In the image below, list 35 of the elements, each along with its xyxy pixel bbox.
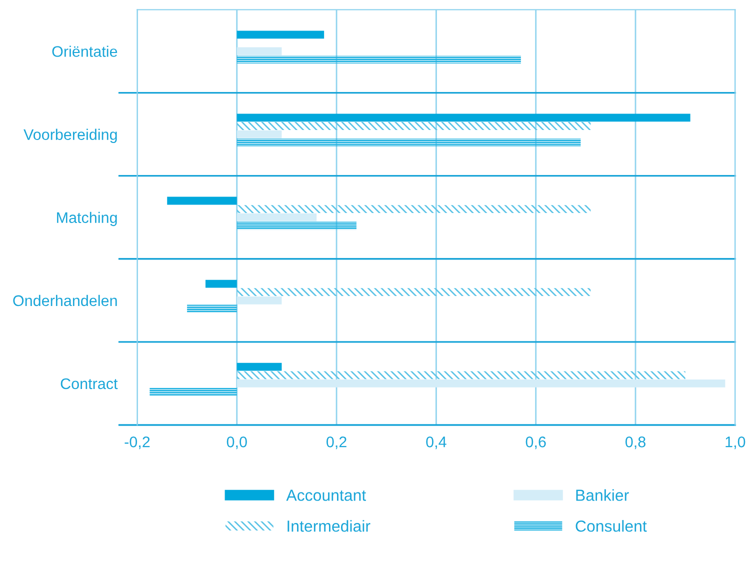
bar xyxy=(236,222,356,230)
bar xyxy=(205,280,237,288)
bar xyxy=(167,196,237,205)
x-tick-label: 1,0 xyxy=(726,436,746,450)
y-tick-label: Contract xyxy=(60,378,118,390)
legend-label: Intermediair xyxy=(288,520,370,532)
legend-label: Bankier xyxy=(576,489,629,501)
x-tick-label: 0,4 xyxy=(426,436,446,450)
bar xyxy=(236,213,317,222)
bar xyxy=(236,138,581,147)
bar xyxy=(187,304,237,313)
bar xyxy=(236,288,591,296)
x-tick-label: 0,8 xyxy=(625,436,646,450)
y-tick-label: Matching xyxy=(57,212,117,226)
legend-label: Accountant xyxy=(286,490,366,501)
legend-label: Consulent xyxy=(576,520,647,532)
bar xyxy=(236,56,521,64)
bar xyxy=(236,296,282,304)
x-tick-label: 0,6 xyxy=(526,436,546,450)
bar xyxy=(236,47,282,56)
y-tick-label: Onderhandelen xyxy=(13,294,117,306)
bar xyxy=(236,114,690,122)
y-tick-label: Voorbereiding xyxy=(24,128,117,144)
bar xyxy=(236,30,324,39)
x-tick-label: 0,0 xyxy=(226,436,247,450)
x-tick-label: 0,2 xyxy=(326,436,346,450)
y-tick-label: Oriëntatie xyxy=(52,46,118,57)
bar xyxy=(236,362,282,371)
bar xyxy=(150,388,237,396)
bar xyxy=(236,205,591,213)
bar xyxy=(236,130,282,138)
bar xyxy=(236,122,591,130)
x-tick-label: -0,2 xyxy=(124,436,150,450)
bar xyxy=(236,371,686,380)
bar xyxy=(236,380,726,388)
